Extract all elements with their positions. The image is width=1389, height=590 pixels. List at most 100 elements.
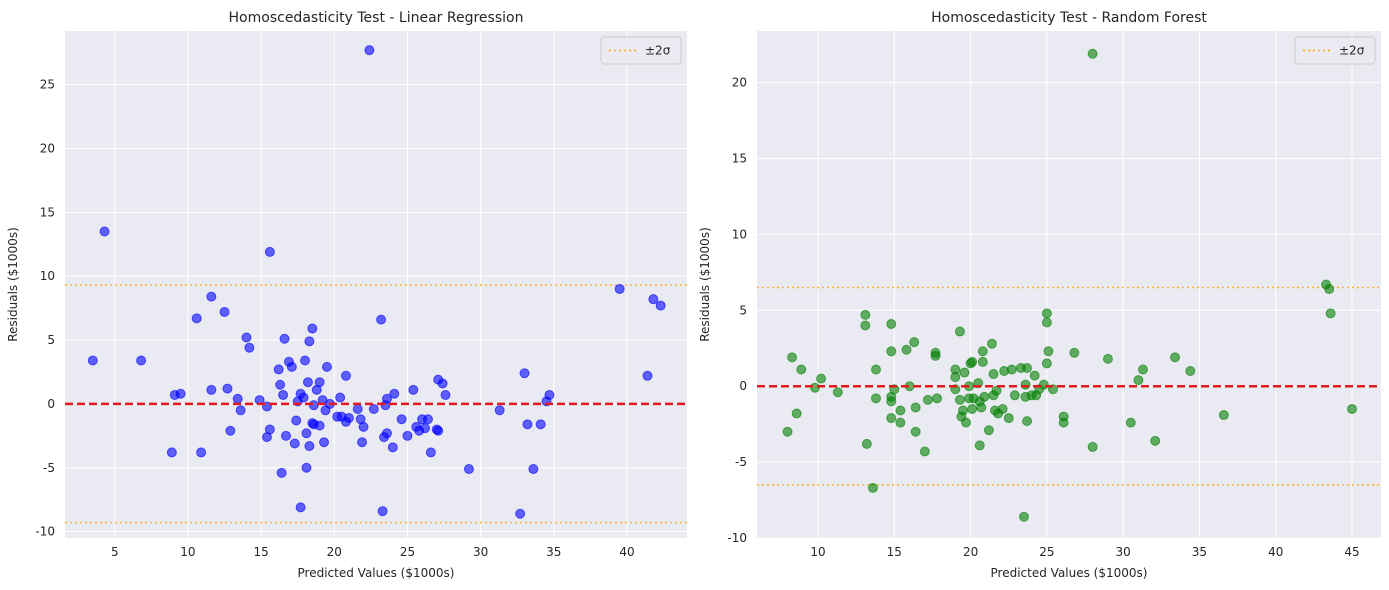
x-tick-label: 25 (400, 545, 415, 559)
residual-point (191, 313, 202, 324)
y-tick-label: 5 (47, 333, 55, 347)
residual-point (364, 45, 375, 56)
residual-point (871, 393, 882, 404)
residual-point (954, 326, 965, 337)
residual-point (1185, 366, 1196, 377)
residual-point (1058, 417, 1069, 428)
residual-point (648, 294, 659, 305)
y-tick-label: 5 (739, 303, 747, 317)
residual-point (1069, 347, 1080, 358)
residual-point (922, 394, 933, 405)
residual-point (358, 421, 369, 432)
residual-point (387, 442, 398, 453)
residual-point (886, 318, 897, 329)
residual-point (376, 314, 387, 325)
residual-point (219, 306, 230, 317)
x-tick-label: 10 (810, 545, 825, 559)
residual-point (273, 364, 284, 375)
residual-point (961, 417, 972, 428)
y-tick-label: 10 (40, 269, 55, 283)
x-tick-label: 15 (887, 545, 902, 559)
residual-point (286, 361, 297, 372)
residual-point (809, 382, 820, 393)
residual-point (1041, 358, 1052, 369)
residual-point (494, 405, 505, 416)
x-tick-label: 35 (1192, 545, 1207, 559)
y-tick-label: -5 (735, 455, 747, 469)
residual-point (206, 291, 217, 302)
residual-point (954, 394, 965, 405)
residual-point (1133, 375, 1144, 386)
residual-point (304, 441, 315, 452)
x-tick-label: 20 (963, 545, 978, 559)
residual-point (422, 414, 433, 425)
residual-point (986, 338, 997, 349)
x-tick-label: 30 (1116, 545, 1131, 559)
residual-point (976, 402, 987, 413)
residual-point (1018, 511, 1029, 522)
residual-point (368, 404, 379, 415)
residual-point (1347, 403, 1358, 414)
residual-point (298, 392, 309, 403)
residual-point (860, 309, 871, 320)
residual-point (295, 502, 306, 513)
residual-point (1137, 364, 1148, 375)
residual-point (1022, 362, 1033, 373)
residual-point (1125, 417, 1136, 428)
residual-point (544, 389, 555, 400)
residual-point (997, 403, 1008, 414)
residual-point (1043, 346, 1054, 357)
residual-point (901, 344, 912, 355)
residual-point (535, 419, 546, 430)
residual-point (225, 425, 236, 436)
chart-title: Homoscedasticity Test - Random Forest (931, 10, 1207, 26)
residual-point (402, 430, 413, 441)
legend-label: ±2σ (1339, 44, 1365, 58)
residual-point (1009, 390, 1020, 401)
residual-point (642, 370, 653, 381)
plot-area (757, 31, 1381, 538)
x-tick-label: 40 (619, 545, 634, 559)
x-tick-label: 40 (1268, 545, 1283, 559)
residual-point (278, 389, 289, 400)
residual-point (206, 384, 217, 395)
residual-point (1041, 308, 1052, 319)
residual-point (381, 428, 392, 439)
residual-point (1102, 353, 1113, 364)
residual-point (861, 438, 872, 449)
residual-point (314, 420, 325, 431)
residual-point (932, 393, 943, 404)
residual-point (307, 323, 318, 334)
x-tick-label: 45 (1344, 545, 1359, 559)
residual-point (871, 364, 882, 375)
residual-point (1324, 284, 1335, 295)
residual-point (235, 405, 246, 416)
residual-point (614, 283, 625, 294)
random-forest-plot: 10 15 20 25 30 35 40 45 -10 -5 0 5 10 15 20 Homoscedast… (698, 10, 1381, 580)
residual-point (1003, 413, 1014, 424)
residual-point (1022, 416, 1033, 427)
residual-point (895, 405, 906, 416)
residual-point (289, 438, 300, 449)
residual-point (959, 367, 970, 378)
y-tick-label: 25 (40, 78, 55, 92)
legend: ±2σ (1294, 36, 1376, 65)
y-tick-label: -5 (43, 461, 55, 475)
residual-point (463, 464, 474, 475)
legend-label: ±2σ (645, 44, 671, 58)
residual-point (832, 387, 843, 398)
residual-point (522, 419, 533, 430)
x-tick-label: 25 (1039, 545, 1054, 559)
residual-point (1170, 352, 1181, 363)
residual-point (319, 437, 330, 448)
y-tick-label: -10 (35, 525, 55, 539)
y-tick-label: 0 (47, 397, 55, 411)
residual-point (314, 377, 325, 388)
residual-point (910, 402, 921, 413)
residual-point (782, 426, 793, 437)
residual-point (440, 389, 451, 400)
residual-point (895, 417, 906, 428)
residual-point (275, 379, 286, 390)
legend-box (600, 36, 682, 65)
residual-point (967, 403, 978, 414)
